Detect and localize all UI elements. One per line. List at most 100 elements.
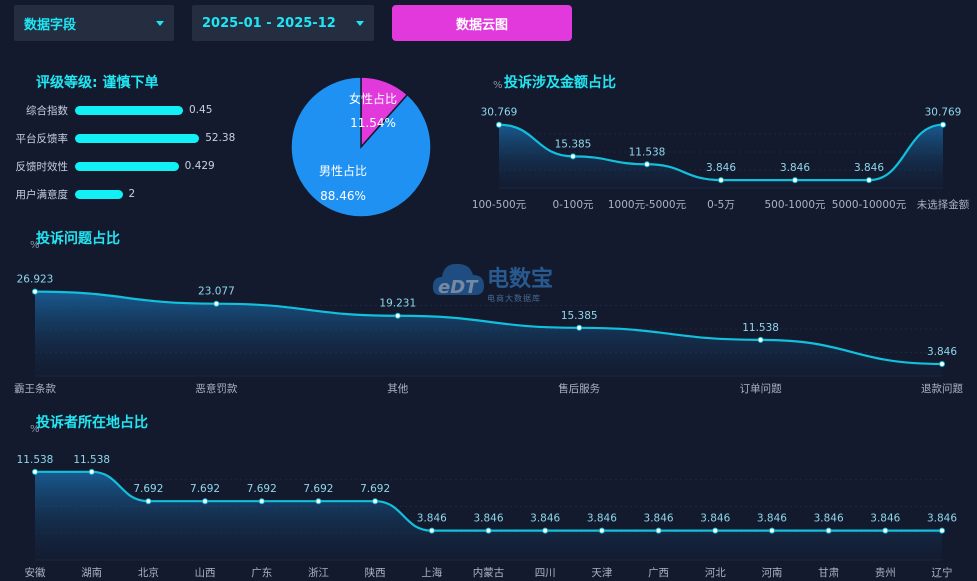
date-range-select[interactable]: 2025-01 - 2025-12 xyxy=(192,5,374,41)
pie-value-label: 11.54% xyxy=(350,116,396,130)
data-label: 7.692 xyxy=(190,483,220,495)
data-label: 30.769 xyxy=(925,107,962,119)
rating-label: 用户满意度 xyxy=(15,188,69,201)
watermark-sub: 电商大数据库 xyxy=(487,294,541,303)
data-label: 11.538 xyxy=(742,322,779,334)
rating-row: 平台反馈率 52.38 xyxy=(0,130,236,146)
data-label: 15.385 xyxy=(561,310,598,322)
x-tick-label: 1000元-5000元 xyxy=(608,199,687,211)
x-tick-label: 河南 xyxy=(761,566,782,579)
x-tick-label: 其他 xyxy=(387,382,408,395)
rating-title: 评级等级: 谨慎下单 xyxy=(36,75,159,91)
data-point xyxy=(598,527,605,534)
data-point xyxy=(939,527,945,534)
data-cloud-button[interactable]: 数据云图 xyxy=(392,5,572,41)
data-label: 15.385 xyxy=(555,138,592,150)
y-axis-unit: % xyxy=(30,240,40,251)
data-point xyxy=(145,498,152,505)
rating-label: 反馈时效性 xyxy=(15,160,69,173)
x-tick-label: 安徽 xyxy=(25,566,46,579)
rating-row: 反馈时效性 0.429 xyxy=(0,158,215,174)
issue-area-chart: % 26.923 霸王条款 23.077 恶意罚款 19.231 其他 15.385 售后服务 1… xyxy=(14,240,963,395)
rating-bar xyxy=(75,105,183,115)
data-label: 3.846 xyxy=(644,513,674,525)
data-label: 3.846 xyxy=(927,513,957,525)
field-select[interactable]: 数据字段 xyxy=(14,5,174,41)
rating-row: 用户满意度 2 xyxy=(0,186,136,202)
watermark-brand: 电数宝 xyxy=(487,267,554,292)
x-tick-label: 辽宁 xyxy=(932,566,953,579)
issue-chart-title: 投诉问题占比 xyxy=(36,231,120,247)
data-label: 3.846 xyxy=(530,513,560,525)
data-label: 3.846 xyxy=(417,513,447,525)
x-tick-label: 广东 xyxy=(251,566,272,579)
data-point xyxy=(258,498,265,505)
x-tick-label: 天津 xyxy=(591,567,612,579)
x-tick-label: 甘肃 xyxy=(818,566,839,579)
data-point xyxy=(792,177,798,184)
x-tick-label: 湖南 xyxy=(81,566,102,579)
data-label: 3.846 xyxy=(706,162,736,174)
data-point xyxy=(372,498,379,505)
pie-label: 男性占比 xyxy=(319,163,367,178)
data-label: 11.538 xyxy=(17,454,54,466)
watermark-logo: eDT xyxy=(438,277,478,298)
data-label: 26.923 xyxy=(17,274,54,286)
data-label: 23.077 xyxy=(198,286,235,298)
x-tick-label: 贵州 xyxy=(875,566,896,579)
data-point xyxy=(213,300,220,307)
data-cloud-button-label: 数据云图 xyxy=(455,17,508,33)
x-tick-label: 浙江 xyxy=(308,567,329,579)
chevron-down-icon xyxy=(156,20,164,26)
y-axis-unit: % xyxy=(493,80,503,91)
data-label: 30.769 xyxy=(481,107,518,119)
data-label: 3.846 xyxy=(587,513,617,525)
pie-slice xyxy=(290,76,432,218)
watermark: eDT 电数宝 电商大数据库 xyxy=(430,255,580,310)
cloud-logo-icon xyxy=(432,263,484,295)
x-tick-label: 0-100元 xyxy=(552,199,594,211)
data-label: 3.846 xyxy=(814,513,844,525)
data-point xyxy=(542,527,549,534)
x-tick-label: 山西 xyxy=(195,567,216,579)
x-tick-label: 100-500元 xyxy=(472,199,527,211)
data-point xyxy=(576,324,583,331)
rating-label: 平台反馈率 xyxy=(15,132,69,145)
data-label: 3.846 xyxy=(870,513,900,525)
data-label: 3.846 xyxy=(757,513,787,525)
field-select-value: 数据字段 xyxy=(24,17,77,33)
rating-value: 0.45 xyxy=(189,104,213,116)
data-point xyxy=(428,527,435,534)
gender-pie-chart: 女性占比 11.54% 男性占比 88.46% xyxy=(290,76,432,218)
data-point xyxy=(655,527,662,534)
data-point xyxy=(88,468,95,475)
data-label: 3.846 xyxy=(854,162,884,174)
amount-area-chart: % 30.769 100-500元 15.385 0-100元 11.538 1000元-5… xyxy=(472,80,970,211)
y-axis-unit: % xyxy=(30,424,40,435)
data-point xyxy=(757,336,764,343)
data-point xyxy=(712,527,719,534)
x-tick-label: 500-1000元 xyxy=(764,199,826,211)
pie-value-label: 88.46% xyxy=(320,189,366,203)
data-label: 3.846 xyxy=(780,162,810,174)
data-point xyxy=(202,498,209,505)
data-label: 7.692 xyxy=(133,483,163,495)
data-point xyxy=(570,153,576,160)
location-area-chart: % 11.538 安徽 11.538 湖南 7.692 北京 7.692 山西 7.692 广东 7.… xyxy=(17,424,958,579)
data-label: 3.846 xyxy=(927,346,957,358)
data-point xyxy=(882,527,889,534)
rating-label: 综合指数 xyxy=(26,104,68,117)
area-fill xyxy=(499,124,943,188)
area-fill xyxy=(35,471,942,560)
x-tick-label: 恶意罚款 xyxy=(195,382,237,395)
area-fill xyxy=(35,291,942,376)
data-label: 3.846 xyxy=(473,513,503,525)
data-label: 19.231 xyxy=(379,298,416,310)
chevron-down-icon xyxy=(356,20,364,26)
data-label: 11.538 xyxy=(73,454,110,466)
data-label: 7.692 xyxy=(360,483,390,495)
data-point xyxy=(825,527,832,534)
x-tick-label: 退款问题 xyxy=(921,382,963,395)
x-tick-label: 陕西 xyxy=(365,566,386,579)
data-point xyxy=(940,121,946,128)
